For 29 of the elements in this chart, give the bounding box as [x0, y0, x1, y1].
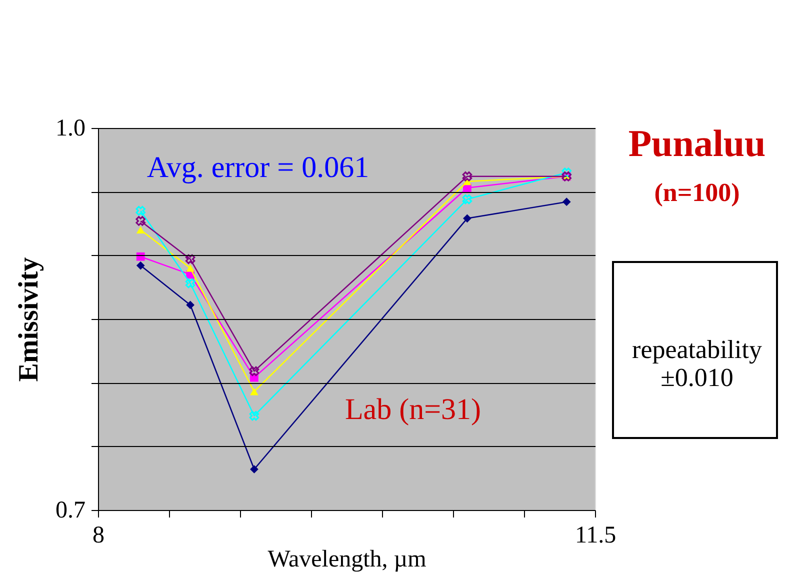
x-tick-label: 11.5 — [574, 522, 616, 548]
point — [186, 264, 194, 272]
y-axis-title: Emissivity — [14, 257, 44, 382]
point — [136, 226, 145, 234]
point — [250, 388, 258, 396]
text: (n=100) — [654, 178, 740, 207]
text: repeatability ±0.010 — [632, 335, 762, 392]
point — [249, 366, 260, 376]
x-axis-title: Wavelength, µm — [268, 546, 427, 572]
annotation: Lab (n=31) — [344, 393, 482, 426]
point — [136, 252, 145, 261]
point — [186, 300, 194, 310]
point — [463, 214, 472, 223]
annotation: Avg. error = 0.061 — [146, 151, 370, 184]
point — [136, 261, 145, 270]
point — [562, 198, 571, 206]
point — [462, 194, 472, 204]
y-tick-label: 0.7 — [56, 498, 86, 524]
point — [462, 171, 472, 182]
point — [250, 465, 258, 474]
x-tick-label: 8 — [92, 522, 104, 548]
point — [136, 216, 146, 226]
point — [185, 278, 196, 288]
y-tick-label: 1.0 — [56, 116, 86, 142]
point — [249, 410, 260, 421]
text: Punaluu — [628, 123, 766, 165]
point — [562, 168, 572, 178]
point — [136, 206, 146, 216]
point — [185, 254, 196, 264]
